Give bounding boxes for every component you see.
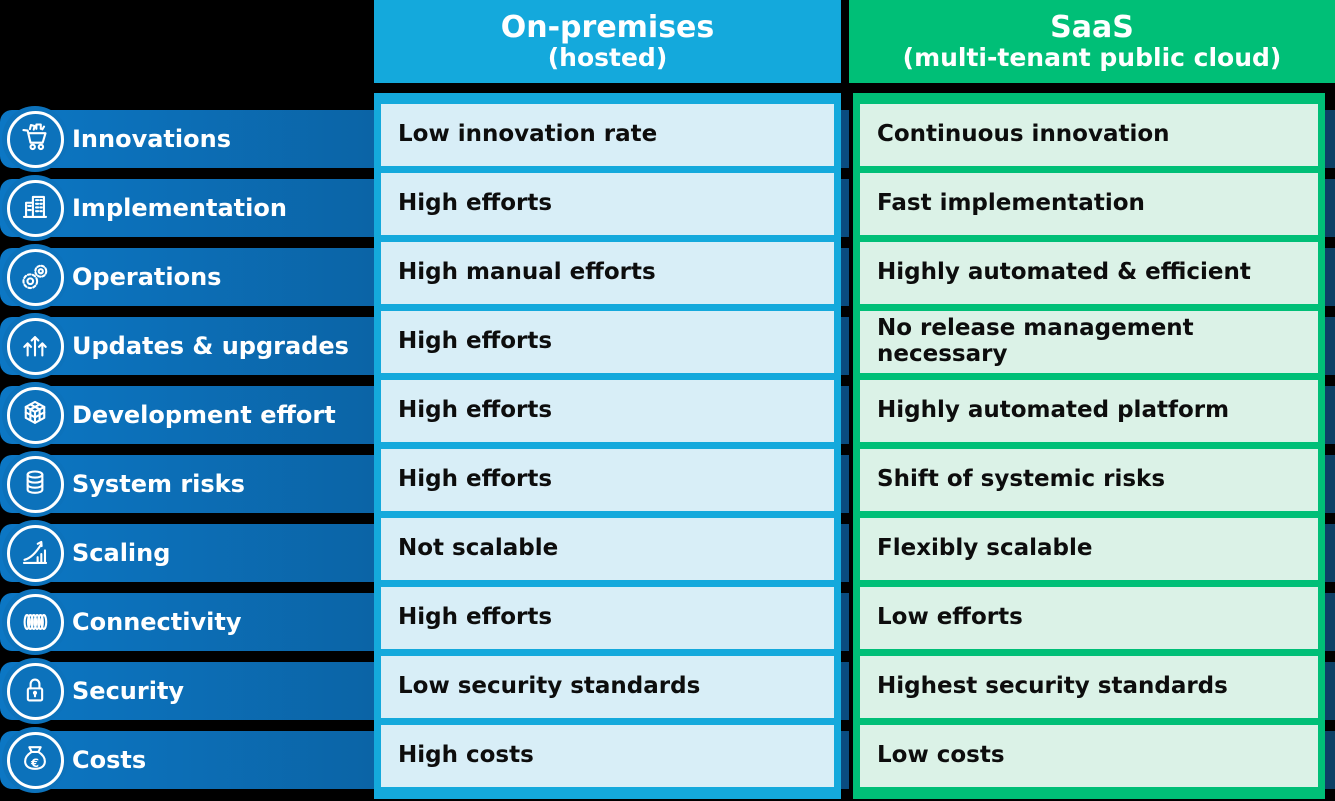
- saas-cell-text: Continuous innovation: [877, 121, 1170, 148]
- saas-cell-text: Flexibly scalable: [877, 535, 1093, 562]
- row-label: System risks: [72, 470, 245, 498]
- saas-column-strip: Continuous innovation Fast implementatio…: [853, 93, 1325, 799]
- onprem-cell-text: High manual efforts: [398, 259, 656, 286]
- row-label: Security: [72, 677, 185, 705]
- onprem-cell-text: High efforts: [398, 397, 553, 424]
- saas-cell: No release management necessary: [860, 311, 1318, 373]
- onprem-cell-text: High costs: [398, 742, 534, 769]
- saas-cell-text: Highly automated & efficient: [877, 259, 1251, 286]
- up-arrows-icon: [2, 313, 68, 379]
- saas-cell: Highly automated platform: [860, 380, 1318, 442]
- cube-icon: [2, 382, 68, 448]
- onprem-cell-text: Low security standards: [398, 673, 701, 700]
- saas-cell: Shift of systemic risks: [860, 449, 1318, 511]
- svg-text:€: €: [30, 756, 39, 770]
- saas-cell: Highest security standards: [860, 656, 1318, 718]
- onprem-cell: Low security standards: [381, 656, 834, 718]
- saas-cell: Low costs: [860, 725, 1318, 787]
- onprem-title: On-premises: [500, 10, 715, 45]
- onprem-cell: Low innovation rate: [381, 104, 834, 166]
- saas-cell: Highly automated & efficient: [860, 242, 1318, 304]
- saas-cell-text: No release management necessary: [877, 315, 1194, 367]
- onprem-cell: High efforts: [381, 587, 834, 649]
- saas-cell: Flexibly scalable: [860, 518, 1318, 580]
- padlock-icon: [2, 658, 68, 724]
- row-label: Implementation: [72, 194, 287, 222]
- onprem-cell: Not scalable: [381, 518, 834, 580]
- onprem-cell-text: Low innovation rate: [398, 121, 658, 148]
- saas-cell-text: Shift of systemic risks: [877, 466, 1166, 493]
- gears-icon: [2, 244, 68, 310]
- onprem-column-strip: Low innovation rate High efforts High ma…: [374, 93, 841, 799]
- onprem-cell: High efforts: [381, 449, 834, 511]
- growth-chart-icon: [2, 520, 68, 586]
- onprem-cell-text: High efforts: [398, 466, 553, 493]
- onprem-cell-text: High efforts: [398, 190, 553, 217]
- onprem-cell-text: Not scalable: [398, 535, 559, 562]
- saas-cell-text: Highest security standards: [877, 673, 1228, 700]
- row-label: Innovations: [72, 125, 231, 153]
- row-label: Updates & upgrades: [72, 332, 349, 360]
- saas-title: SaaS: [1050, 10, 1134, 45]
- buildings-icon: [2, 175, 68, 241]
- onprem-cell: High efforts: [381, 173, 834, 235]
- row-label: Scaling: [72, 539, 171, 567]
- saas-cell: Low efforts: [860, 587, 1318, 649]
- saas-subtitle: (multi-tenant public cloud): [902, 42, 1282, 72]
- shopping-cart-icon: [2, 106, 68, 172]
- money-bag-icon: €: [2, 727, 68, 793]
- onprem-cell: High efforts: [381, 380, 834, 442]
- onprem-cell-text: High efforts: [398, 604, 553, 631]
- coil-icon: [2, 589, 68, 655]
- onprem-cell-text: High efforts: [398, 328, 553, 355]
- onprem-cell: High costs: [381, 725, 834, 787]
- database-icon: [2, 451, 68, 517]
- onprem-cell: High manual efforts: [381, 242, 834, 304]
- saas-cell-text: Low costs: [877, 742, 1005, 769]
- saas-cell-text: Highly automated platform: [877, 397, 1230, 424]
- row-label: Operations: [72, 263, 222, 291]
- row-label: Development effort: [72, 401, 336, 429]
- saas-cell: Continuous innovation: [860, 104, 1318, 166]
- saas-column-header: SaaS (multi-tenant public cloud): [849, 0, 1335, 83]
- row-label: Costs: [72, 746, 147, 774]
- onprem-subtitle: (hosted): [547, 42, 668, 72]
- onprem-cell: High efforts: [381, 311, 834, 373]
- saas-cell-text: Low efforts: [877, 604, 1023, 631]
- saas-cell-text: Fast implementation: [877, 190, 1145, 217]
- saas-cell: Fast implementation: [860, 173, 1318, 235]
- onprem-column-header: On-premises (hosted): [374, 0, 841, 83]
- row-label: Connectivity: [72, 608, 242, 636]
